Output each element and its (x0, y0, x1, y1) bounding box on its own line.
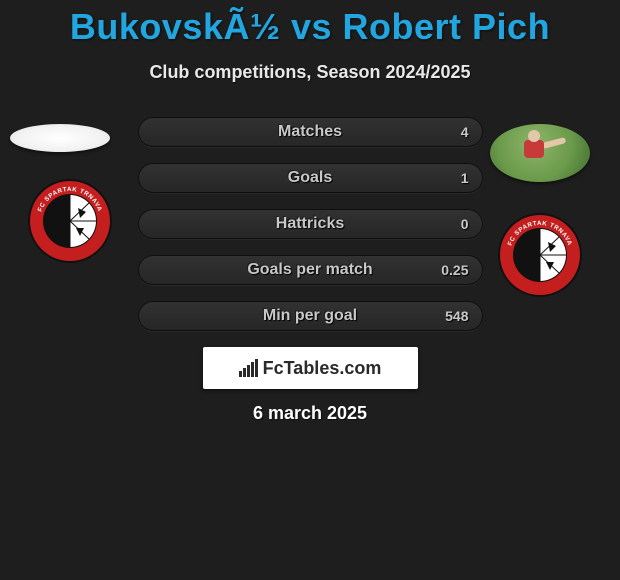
stat-row: Matches 4 (138, 117, 483, 147)
stat-label: Hattricks (276, 215, 344, 233)
stat-label: Matches (278, 123, 342, 141)
stat-row: Goals 1 (138, 163, 483, 193)
stat-label: Min per goal (263, 307, 357, 325)
player-left-avatar (10, 124, 110, 152)
player-right-avatar (490, 124, 590, 182)
subtitle: Club competitions, Season 2024/2025 (0, 62, 620, 83)
stat-value: 1 (461, 170, 469, 186)
bars-icon (239, 359, 261, 377)
stat-value: 0.25 (441, 262, 468, 278)
stat-value: 0 (461, 216, 469, 232)
left-club-crest: FC SPARTAK TRNAVA (20, 178, 120, 264)
brand-text: FcTables.com (263, 358, 382, 379)
right-club-crest: FC SPARTAK TRNAVA (490, 212, 590, 298)
stat-value: 4 (461, 124, 469, 140)
page-title: BukovskÃ½ vs Robert Pich (0, 0, 620, 48)
stat-row: Min per goal 548 (138, 301, 483, 331)
stat-row: Goals per match 0.25 (138, 255, 483, 285)
stat-value: 548 (445, 308, 468, 324)
stat-label: Goals (288, 169, 332, 187)
date-text: 6 march 2025 (0, 403, 620, 424)
stat-label: Goals per match (247, 261, 372, 279)
stat-row: Hattricks 0 (138, 209, 483, 239)
brand-link[interactable]: FcTables.com (203, 347, 418, 389)
stats-rows: Matches 4 Goals 1 Hattricks 0 Goals per … (138, 117, 483, 331)
